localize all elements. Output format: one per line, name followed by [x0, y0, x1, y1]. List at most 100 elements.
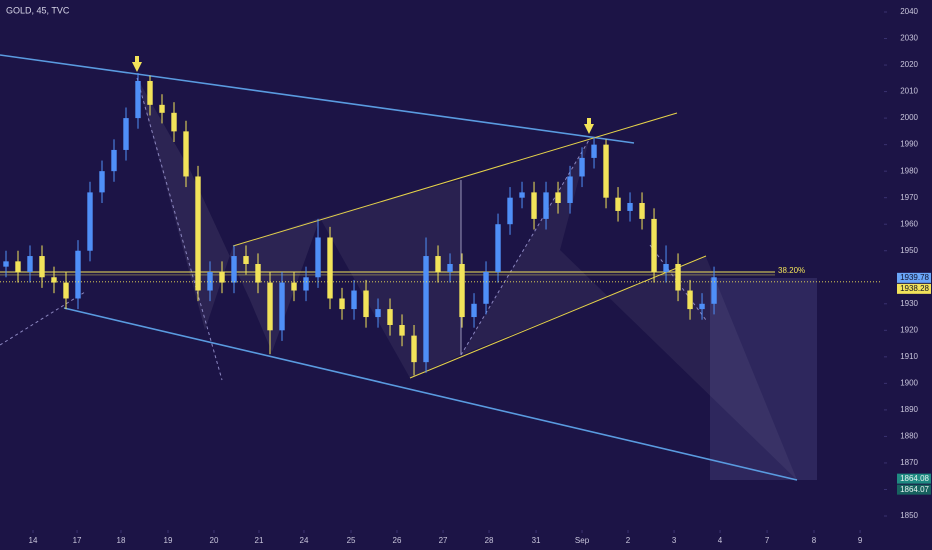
candle-body — [315, 237, 321, 278]
candle-body — [99, 171, 105, 193]
y-tick-label: 1930 — [900, 299, 918, 308]
x-tick-label: Sep — [575, 536, 590, 545]
y-tick-label: 1900 — [900, 378, 918, 387]
candle-body — [159, 104, 165, 113]
y-tick-label: 1970 — [900, 193, 918, 202]
candle-body — [171, 112, 177, 132]
candle-body — [27, 256, 33, 272]
candle-body — [663, 264, 669, 272]
dashed-line — [649, 244, 707, 321]
candle-body — [219, 271, 225, 283]
arrow-marker — [132, 56, 142, 72]
x-tick-label: 9 — [858, 536, 863, 545]
candle-body — [687, 290, 693, 310]
projection-box — [710, 278, 817, 480]
y-tick-label: 2010 — [900, 87, 918, 96]
candle-body — [555, 192, 561, 203]
candle-body — [495, 224, 501, 272]
candle-body — [675, 264, 681, 291]
candle-body — [207, 271, 213, 291]
trend-line — [63, 307, 798, 481]
candle-body — [195, 176, 201, 291]
y-tick-label: 1980 — [900, 166, 918, 175]
candle-body — [471, 303, 477, 318]
candle-body — [531, 192, 537, 219]
x-tick-label: 3 — [672, 536, 677, 545]
candle-body — [399, 325, 405, 336]
x-tick-label: 17 — [73, 536, 82, 545]
y-tick-label: 1950 — [900, 246, 918, 255]
candle-body — [651, 218, 657, 272]
price-tag — [897, 484, 931, 495]
x-tick-label: 7 — [765, 536, 770, 545]
candle-body — [231, 256, 237, 283]
candle-body — [459, 264, 465, 318]
candle-body — [711, 277, 717, 304]
candle-body — [567, 176, 573, 203]
candle-body — [15, 261, 21, 272]
y-tick-label: 1920 — [900, 325, 918, 334]
y-tick-label: 2030 — [900, 34, 918, 43]
candle-body — [111, 149, 117, 172]
x-tick-label: 25 — [347, 536, 356, 545]
y-tick-label: 2040 — [900, 7, 918, 16]
candle-body — [447, 264, 453, 272]
chart-title: GOLD, 45, TVC — [6, 5, 70, 15]
candle-body — [279, 282, 285, 331]
candle-body — [639, 202, 645, 219]
price-tag-label: 1864.07 — [900, 485, 929, 494]
x-tick-label: 24 — [300, 536, 309, 545]
x-tick-label: 21 — [255, 536, 264, 545]
candle-body — [87, 192, 93, 251]
candle-body — [351, 290, 357, 310]
candle-body — [579, 157, 585, 177]
candle-body — [267, 282, 273, 331]
candle-body — [615, 197, 621, 211]
price-tag-label: 1939.78 — [900, 273, 929, 282]
x-tick-label: 18 — [117, 536, 126, 545]
candle-body — [603, 144, 609, 198]
candle-body — [147, 80, 153, 105]
candle-body — [135, 80, 141, 119]
y-tick-label: 1850 — [900, 511, 918, 520]
y-tick-label: 1910 — [900, 352, 918, 361]
price-tag-label: 1864.08 — [900, 474, 929, 483]
x-tick-label: 4 — [718, 536, 723, 545]
candle-body — [243, 256, 249, 264]
candle-body — [63, 282, 69, 299]
candle-body — [39, 256, 45, 278]
candle-body — [423, 256, 429, 363]
y-tick-label: 1990 — [900, 140, 918, 149]
price-tag-label: 1938.28 — [900, 284, 929, 293]
candle-body — [483, 271, 489, 304]
trend-line — [0, 54, 635, 144]
dashed-line — [136, 77, 223, 381]
pattern-shade — [137, 78, 320, 352]
x-tick-label: 8 — [812, 536, 817, 545]
candle-body — [303, 277, 309, 291]
candle-body — [699, 303, 705, 310]
candle-body — [363, 290, 369, 318]
candle-body — [591, 144, 597, 158]
x-tick-label: 26 — [393, 536, 402, 545]
arrow-marker — [584, 118, 594, 134]
candle-body — [435, 256, 441, 272]
y-tick-label: 1880 — [900, 432, 918, 441]
candle-body — [387, 309, 393, 326]
x-tick-label: 27 — [439, 536, 448, 545]
dashed-line — [0, 291, 86, 346]
candle-body — [339, 298, 345, 310]
candle-body — [183, 131, 189, 177]
candle-body — [507, 197, 513, 225]
candle-body — [519, 192, 525, 198]
price-tag — [897, 473, 931, 484]
y-tick-label: 1960 — [900, 219, 918, 228]
x-tick-label: 19 — [164, 536, 173, 545]
x-tick-label: 20 — [210, 536, 219, 545]
x-tick-label: 2 — [626, 536, 631, 545]
candle-body — [75, 250, 81, 299]
price-tag — [897, 283, 931, 294]
y-tick-label: 1870 — [900, 458, 918, 467]
